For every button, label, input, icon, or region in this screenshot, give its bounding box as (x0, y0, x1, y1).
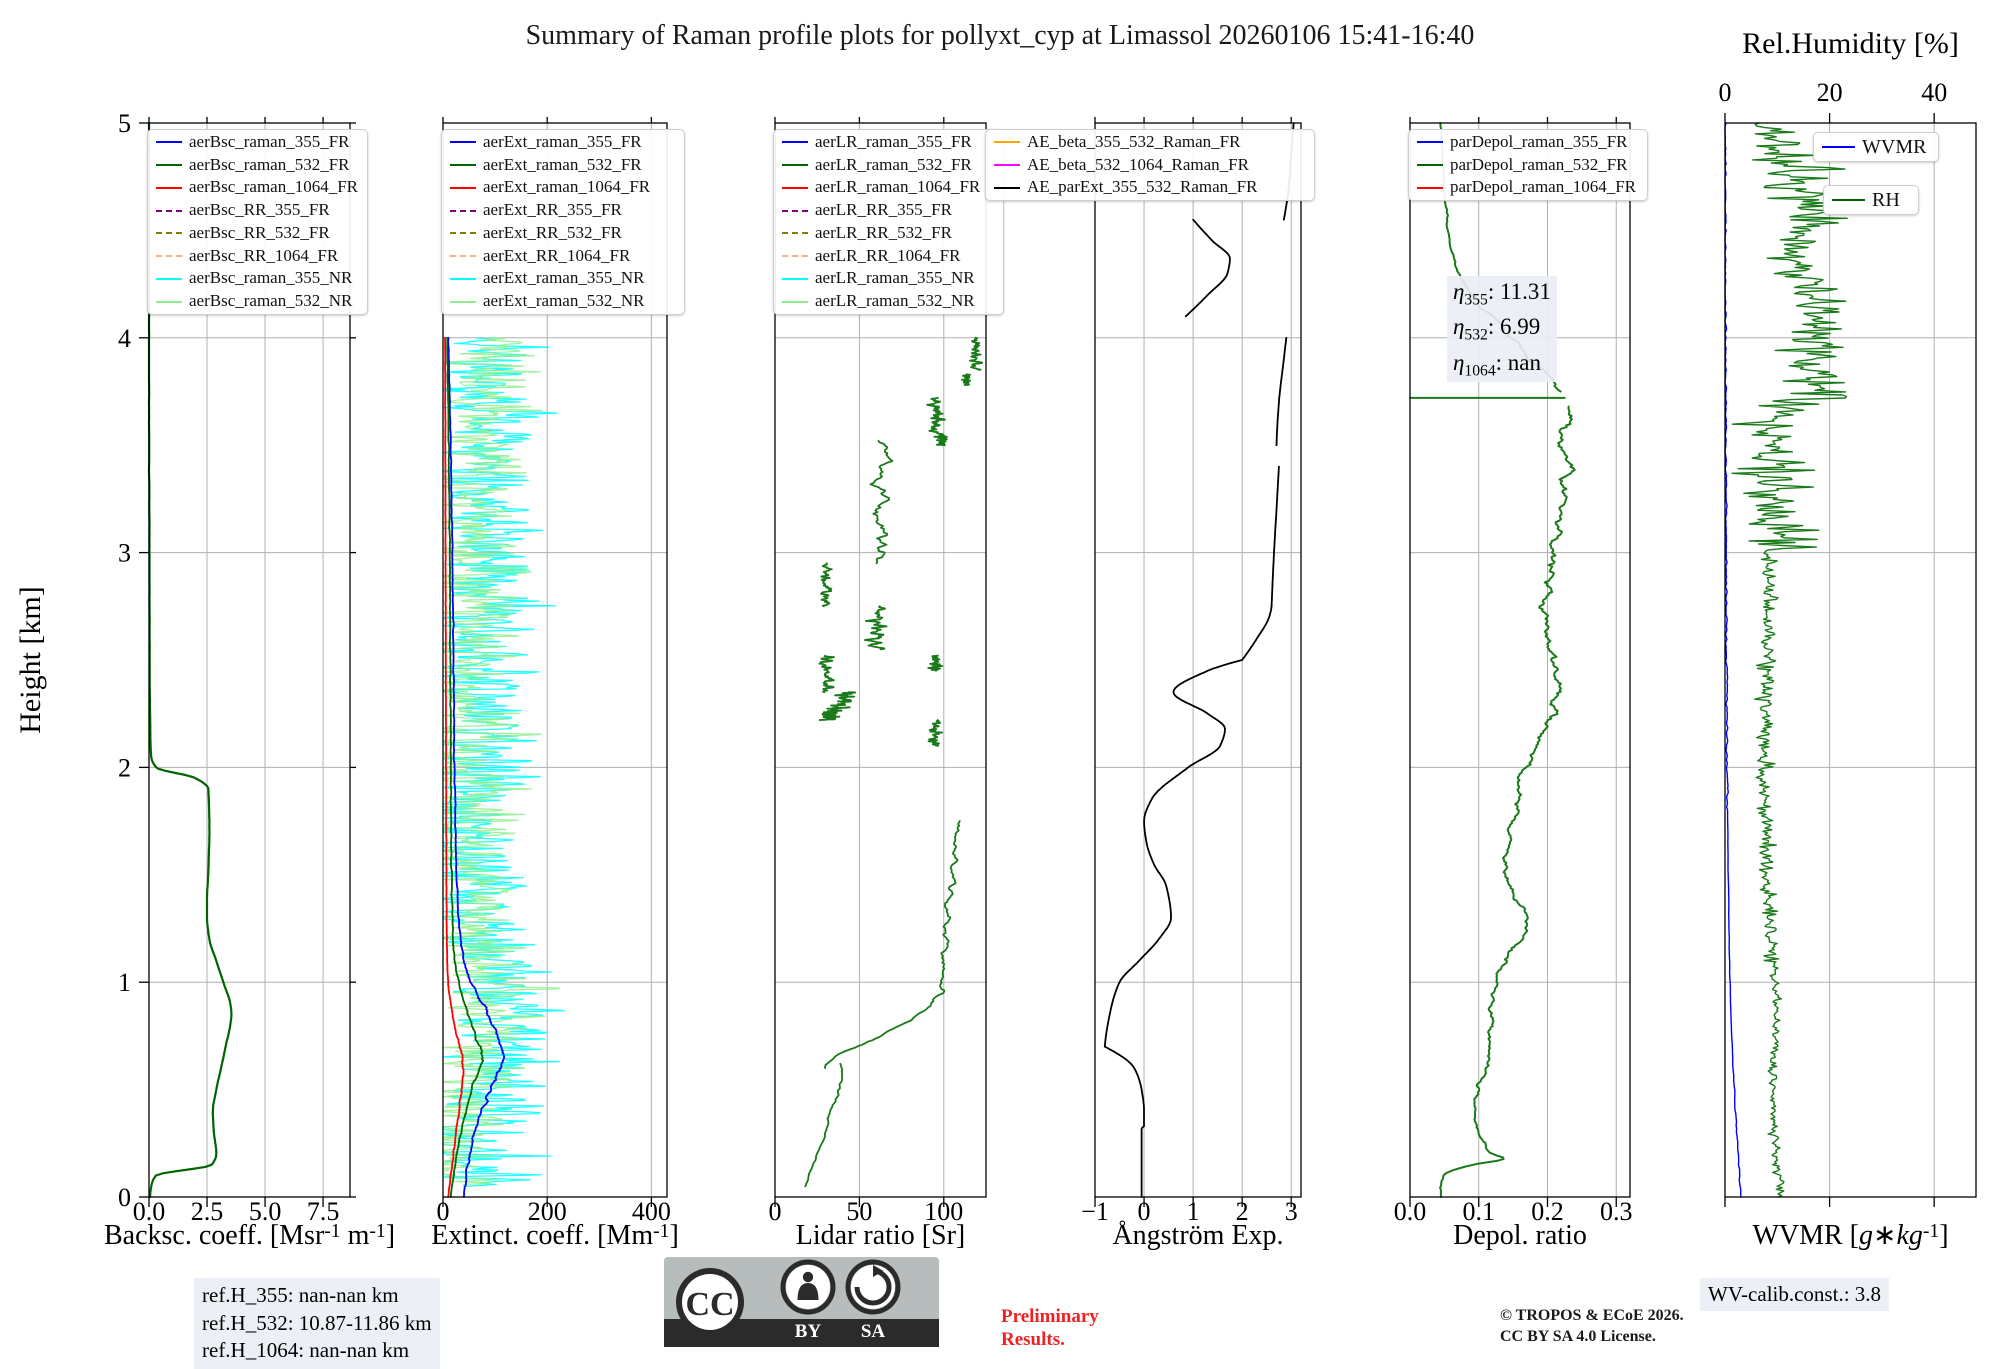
svg-text:0.0: 0.0 (1394, 1197, 1427, 1226)
svg-text:3: 3 (118, 539, 131, 568)
svg-text:20: 20 (1817, 78, 1843, 107)
svg-text:SA: SA (861, 1321, 886, 1342)
svg-text:0.2: 0.2 (1531, 1197, 1564, 1226)
svg-text:50: 50 (846, 1197, 872, 1226)
svg-text:−1: −1 (1081, 1197, 1109, 1226)
svg-text:0.3: 0.3 (1600, 1197, 1633, 1226)
svg-text:0.0: 0.0 (133, 1197, 166, 1226)
svg-text:1: 1 (1187, 1197, 1200, 1226)
svg-text:2: 2 (1236, 1197, 1249, 1226)
svg-text:0: 0 (118, 1183, 131, 1212)
svg-text:200: 200 (528, 1197, 567, 1226)
svg-text:2: 2 (118, 753, 131, 782)
svg-text:4: 4 (118, 324, 131, 353)
svg-text:0: 0 (1719, 78, 1732, 107)
svg-text:0: 0 (769, 1197, 782, 1226)
svg-text:1: 1 (118, 968, 131, 997)
svg-text:100: 100 (924, 1197, 963, 1226)
svg-text:0: 0 (437, 1197, 450, 1226)
svg-text:0: 0 (1138, 1197, 1151, 1226)
svg-text:5.0: 5.0 (249, 1197, 282, 1226)
svg-text:BY: BY (795, 1321, 822, 1342)
svg-text:40: 40 (1921, 78, 1947, 107)
svg-text:2.5: 2.5 (191, 1197, 224, 1226)
svg-text:7.5: 7.5 (307, 1197, 340, 1226)
svg-text:CC: CC (685, 1286, 734, 1323)
svg-text:0.1: 0.1 (1463, 1197, 1496, 1226)
svg-text:400: 400 (632, 1197, 671, 1226)
svg-text:5: 5 (118, 109, 131, 138)
svg-text:3: 3 (1285, 1197, 1298, 1226)
